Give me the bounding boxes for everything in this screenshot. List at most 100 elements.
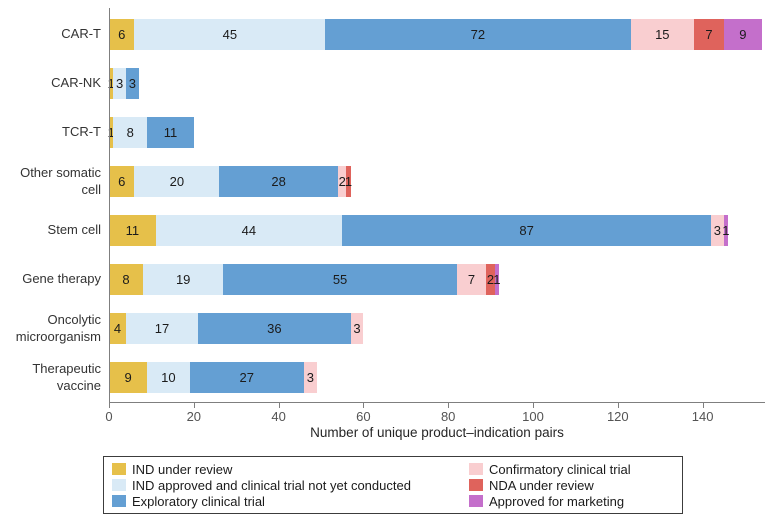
legend-swatch: [469, 479, 483, 491]
legend-item: Exploratory clinical trial: [112, 493, 469, 509]
segment-value: 2: [338, 174, 346, 189]
bar-segment: 3: [304, 362, 317, 393]
segment-value: 7: [467, 272, 476, 287]
x-tick: [193, 403, 195, 408]
x-tick: [448, 403, 450, 408]
legend-item: Confirmatory clinical trial: [469, 461, 674, 477]
segment-value: 1: [107, 76, 115, 91]
x-axis-label: Number of unique product–indication pair…: [310, 425, 564, 440]
segment-value: 45: [222, 27, 238, 42]
bar-segment: 2: [486, 264, 495, 295]
legend-swatch: [469, 463, 483, 475]
bar-segment: 15: [630, 19, 695, 50]
bar-row: Stem cell 11 44 87 3 1: [0, 206, 767, 255]
bar-segment: 27: [189, 362, 305, 393]
legend-label: IND approved and clinical trial not yet …: [132, 477, 411, 493]
x-tick-label: 100: [522, 409, 544, 424]
segment-value: 4: [113, 321, 122, 336]
stacked-bar: 9 10 27 3: [109, 362, 317, 393]
stacked-bar: 1 8 11: [107, 117, 194, 148]
segment-value: 3: [115, 76, 124, 91]
bar-row: Gene therapy 8 19 55 7 2 1: [0, 255, 767, 304]
segment-value: 1: [344, 174, 353, 189]
segment-value: 6: [118, 174, 126, 189]
bar-segment: 17: [125, 313, 199, 344]
bar-segment: 1: [107, 117, 115, 148]
bar-row: Oncolytic microorganism 4 17 36 3: [0, 304, 767, 353]
x-tick-label: 120: [606, 409, 629, 424]
y-axis-line: [109, 8, 110, 402]
segment-value: 2: [486, 272, 495, 287]
segment-value: 7: [705, 27, 713, 42]
x-tick-label: 60: [356, 409, 371, 424]
bar-segment: 55: [223, 264, 457, 295]
category-label: Oncolytic microorganism: [15, 312, 101, 344]
bar-segment: 9: [723, 19, 762, 50]
segment-value: 3: [713, 223, 722, 238]
category-label: TCR-T: [62, 124, 101, 140]
segment-value: 55: [332, 272, 348, 287]
bar-segment: 3: [711, 215, 724, 246]
legend-label: IND under review: [132, 461, 233, 477]
x-tick-label: 40: [271, 409, 286, 424]
bar-segment: 7: [694, 19, 724, 50]
x-tick: [533, 403, 534, 408]
bar-segment: 10: [147, 362, 190, 393]
category-label: Other somatic cell: [20, 165, 101, 197]
bar-segment: 45: [134, 19, 326, 50]
legend-column: Confirmatory clinical trial NDA under rev…: [469, 461, 674, 509]
bar-segment: 6: [109, 166, 135, 197]
segment-value: 3: [353, 321, 361, 336]
segment-value: 11: [163, 125, 178, 140]
legend-item: IND under review: [112, 461, 469, 477]
category-label: Stem cell: [47, 222, 101, 238]
segment-value: 27: [239, 370, 255, 385]
bar-segment: 1: [722, 215, 730, 246]
bar-segment: 11: [147, 117, 194, 148]
legend-swatch: [112, 495, 126, 507]
segment-value: 3: [128, 76, 136, 91]
segment-value: 10: [161, 370, 176, 385]
segment-value: 20: [169, 174, 185, 189]
x-tick: [278, 403, 280, 408]
x-tick-label: 140: [691, 409, 714, 424]
bar-segment: 36: [198, 313, 351, 344]
bar-segment: 19: [142, 264, 224, 295]
x-axis-line: [109, 402, 765, 403]
stacked-bar: 6 45 72 15 7 9: [109, 19, 762, 50]
bar-rows-container: CAR-T 6 45 72 15 7 9 CAR-NK 1 3 3 TCR-T 1 8 11 Other so…: [0, 10, 767, 402]
segment-value: 19: [175, 272, 191, 287]
bar-row: CAR-NK 1 3 3: [0, 59, 767, 108]
segment-value: 15: [655, 27, 670, 42]
bar-row: CAR-T 6 45 72 15 7 9: [0, 10, 767, 59]
legend-item: IND approved and clinical trial not yet …: [112, 477, 469, 493]
legend-item: Approved for marketing: [469, 493, 674, 509]
segment-value: 3: [306, 370, 314, 385]
bar-row: TCR-T 1 8 11: [0, 108, 767, 157]
legend-label: NDA under review: [489, 477, 594, 493]
x-tick: [363, 403, 365, 408]
bar-segment: 4: [109, 313, 126, 344]
segment-value: 1: [107, 125, 115, 140]
segment-value: 11: [125, 223, 140, 238]
stacked-bar: 4 17 36 3: [109, 313, 364, 344]
segment-value: 87: [519, 223, 534, 238]
segment-value: 44: [241, 223, 257, 238]
x-tick: [702, 403, 704, 408]
category-label: CAR-NK: [51, 75, 101, 91]
segment-value: 8: [126, 125, 134, 140]
stacked-bar: 8 19 55 7 2 1: [109, 264, 501, 295]
bar-segment: 28: [219, 166, 338, 197]
legend-label: Confirmatory clinical trial: [489, 461, 631, 477]
bar-segment: 9: [109, 362, 148, 393]
bar-row: Other somatic cell 6 20 28 2 1: [0, 157, 767, 206]
segment-value: 1: [493, 272, 501, 287]
segment-value: 36: [267, 321, 282, 336]
bar-segment: 87: [342, 215, 712, 246]
bar-segment: 8: [113, 117, 148, 148]
legend-label: Approved for marketing: [489, 493, 625, 509]
legend-label: Exploratory clinical trial: [132, 493, 265, 509]
bar-segment: 3: [350, 313, 364, 344]
